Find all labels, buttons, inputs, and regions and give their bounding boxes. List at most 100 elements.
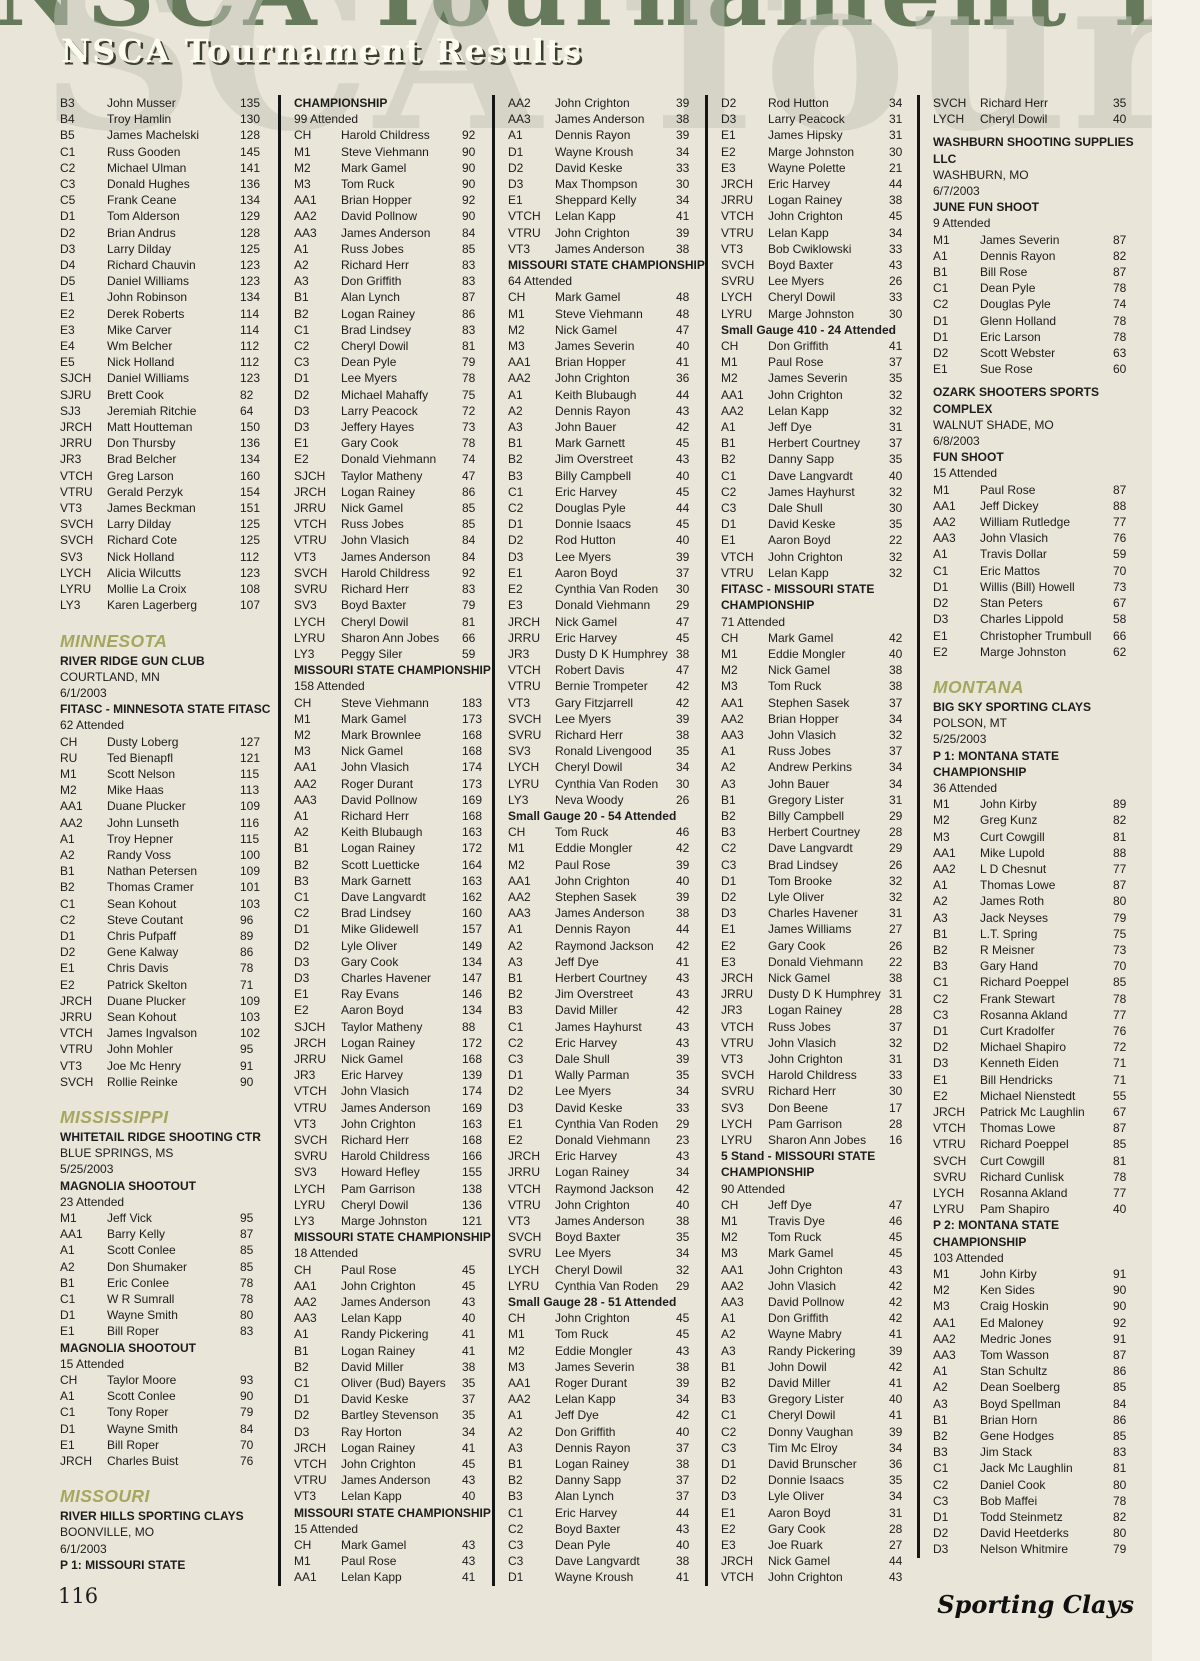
score: 80 bbox=[240, 1308, 254, 1323]
result-row: M1 Jeff Vick 95 bbox=[60, 1210, 272, 1226]
result-row: A3 John Bauer 42 bbox=[508, 419, 708, 435]
class-code: E3 bbox=[721, 954, 736, 969]
result-row: A2 Dean Soelberg 85 bbox=[933, 1379, 1145, 1395]
result-row: C3 Dave Langvardt 38 bbox=[508, 1553, 708, 1569]
class-code: D1 bbox=[721, 1457, 737, 1472]
class-code: D2 bbox=[60, 945, 76, 960]
score: 30 bbox=[889, 144, 903, 159]
score: 45 bbox=[462, 1457, 476, 1472]
result-row: JRCH Nick Gamel 44 bbox=[721, 1553, 921, 1569]
shooter-name: Charles Havener bbox=[341, 970, 432, 985]
score: 32 bbox=[889, 549, 903, 564]
class-code: CH bbox=[508, 290, 526, 305]
result-row: D2 Michael Shapiro 72 bbox=[933, 1039, 1145, 1055]
shooter-name: David Keske bbox=[555, 160, 623, 175]
class-code: E1 bbox=[60, 1437, 75, 1452]
result-row: D2 Gene Kalway 86 bbox=[60, 944, 272, 960]
score: 32 bbox=[889, 565, 903, 580]
shooter-name: Wally Parman bbox=[555, 1068, 630, 1083]
score: 38 bbox=[676, 906, 690, 921]
result-row: AA3 James Anderson 84 bbox=[294, 225, 494, 241]
shooter-name: Brad Lindsey bbox=[341, 322, 412, 337]
class-code: A3 bbox=[508, 1440, 523, 1455]
class-code: M3 bbox=[294, 177, 311, 192]
result-row: SVCH Lee Myers 39 bbox=[508, 711, 708, 727]
result-row: C2 Cheryl Dowil 81 bbox=[294, 338, 494, 354]
shooter-name: David Brunscher bbox=[768, 1457, 857, 1472]
result-row: VTCH Greg Larson 160 bbox=[60, 468, 272, 484]
result-row: M1 Eddie Mongler 42 bbox=[508, 840, 708, 856]
result-row: A2 Randy Voss 100 bbox=[60, 847, 272, 863]
class-code: B2 bbox=[294, 306, 309, 321]
score: 90 bbox=[1113, 1283, 1127, 1298]
result-row: JRRU Sean Kohout 103 bbox=[60, 1009, 272, 1025]
score: 45 bbox=[676, 1311, 690, 1326]
shooter-name: Jeff Dickey bbox=[980, 498, 1039, 513]
shooter-name: Stan Schultz bbox=[980, 1364, 1048, 1379]
result-row: AA1 John Crighton 43 bbox=[721, 1262, 921, 1278]
score: 39 bbox=[676, 549, 690, 564]
score: 42 bbox=[676, 1181, 690, 1196]
class-code: LYCH bbox=[294, 614, 326, 629]
result-row: D1 Tom Brooke 32 bbox=[721, 873, 921, 889]
result-row: B2 Thomas Cramer 101 bbox=[60, 879, 272, 895]
result-row: AA2 Stephen Sasek 39 bbox=[508, 889, 708, 905]
score: 27 bbox=[889, 1538, 903, 1553]
result-row: B1 Mark Garnett 45 bbox=[508, 435, 708, 451]
result-row: LY3 Marge Johnston 121 bbox=[294, 1213, 494, 1229]
class-code: JRRU bbox=[508, 1165, 540, 1180]
score: 164 bbox=[462, 857, 483, 872]
event-heading: RIVER HILLS SPORTING CLAYS bbox=[60, 1509, 244, 1524]
shooter-name: Dennis Rayon bbox=[555, 922, 631, 937]
score: 42 bbox=[889, 630, 903, 645]
result-row: A2 Keith Blubaugh 163 bbox=[294, 824, 494, 840]
score: 81 bbox=[1113, 1153, 1127, 1168]
shooter-name: Scott Nelson bbox=[107, 766, 176, 781]
result-row: C2 Douglas Pyle 74 bbox=[933, 296, 1145, 312]
shooter-name: David Keske bbox=[768, 517, 836, 532]
shooter-name: Lyle Oliver bbox=[768, 1489, 825, 1504]
score: 43 bbox=[462, 1473, 476, 1488]
result-row: A3 Randy Pickering 39 bbox=[721, 1343, 921, 1359]
score: 90 bbox=[240, 1389, 254, 1404]
shooter-name: Alicia Wilcutts bbox=[107, 565, 182, 580]
event-heading: P 1: MISSOURI STATE bbox=[60, 1557, 186, 1572]
shooter-name: Boyd Baxter bbox=[555, 1230, 621, 1245]
class-code: D1 bbox=[294, 1392, 310, 1407]
score: 163 bbox=[462, 825, 483, 840]
shooter-name: Pam Garrison bbox=[341, 1181, 416, 1196]
event-heading: RIVER RIDGE GUN CLUB bbox=[60, 653, 205, 668]
score: 85 bbox=[462, 517, 476, 532]
page-number: 116 bbox=[58, 1584, 99, 1608]
class-code: VTRU bbox=[721, 565, 754, 580]
state-heading: MISSOURI bbox=[60, 1486, 150, 1507]
shooter-name: David Pollnow bbox=[768, 1295, 845, 1310]
shooter-name: Tom Ruck bbox=[768, 679, 822, 694]
score: 77 bbox=[1113, 1186, 1127, 1200]
result-row: A1 Russ Jobes 37 bbox=[721, 743, 921, 759]
shooter-name: Raymond Jackson bbox=[555, 1181, 654, 1196]
shooter-name: Eric Harvey bbox=[555, 1035, 618, 1050]
class-code: M1 bbox=[721, 646, 738, 661]
result-row: A1 Thomas Lowe 87 bbox=[933, 877, 1145, 893]
score: 79 bbox=[462, 355, 476, 370]
shooter-name: David Pollnow bbox=[341, 792, 418, 807]
result-row: B3 Herbert Courtney 28 bbox=[721, 824, 921, 840]
class-code: E1 bbox=[721, 533, 736, 548]
score: 26 bbox=[889, 274, 903, 289]
score: 33 bbox=[889, 241, 903, 256]
shooter-name: Aaron Boyd bbox=[555, 565, 618, 580]
shooter-name: Cynthia Van Roden bbox=[555, 1116, 659, 1131]
class-code: A1 bbox=[60, 831, 75, 846]
score: 86 bbox=[1113, 1364, 1127, 1379]
class-code: A3 bbox=[721, 776, 736, 791]
score: 71 bbox=[1113, 1056, 1127, 1071]
shooter-name: Tom Wasson bbox=[980, 1348, 1049, 1363]
result-row: C2 Donny Vaughan 39 bbox=[721, 1424, 921, 1440]
result-row: VTRU John Vlasich 32 bbox=[721, 1035, 921, 1051]
result-row: M1 Tom Ruck 45 bbox=[508, 1326, 708, 1342]
score: 38 bbox=[889, 970, 903, 985]
shooter-name: Logan Rainey bbox=[341, 1343, 416, 1358]
event-detail: 15 Attended bbox=[933, 466, 998, 481]
result-row: E5 Nick Holland 112 bbox=[60, 354, 272, 370]
